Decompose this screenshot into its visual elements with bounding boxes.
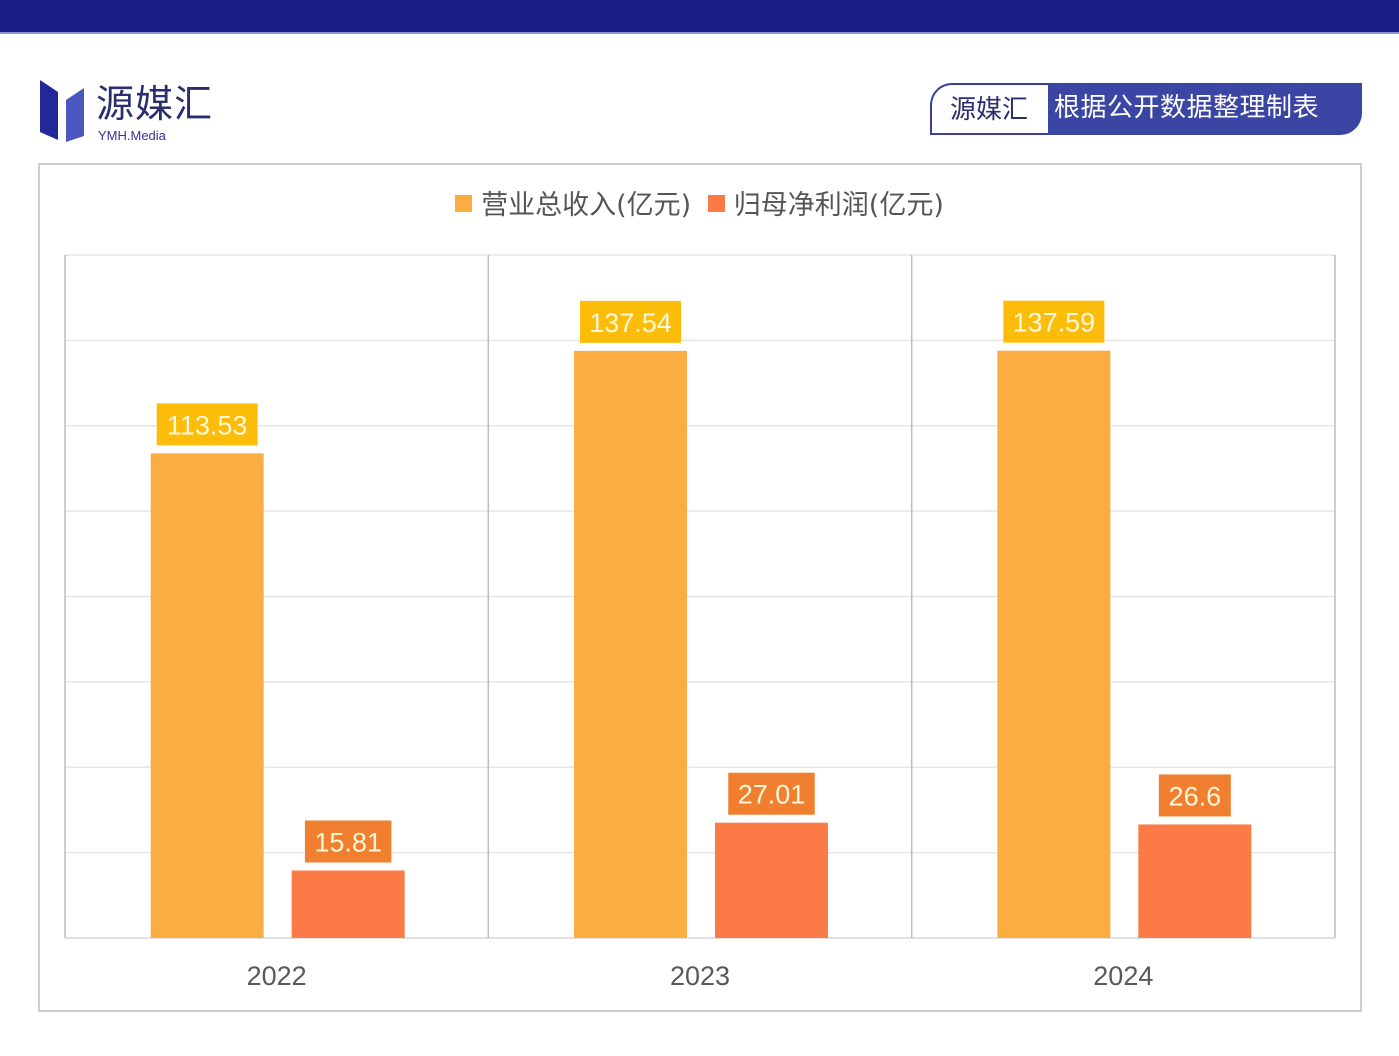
x-tick-label: 2024: [1093, 961, 1153, 991]
data-label-box: [728, 772, 815, 815]
legend-label-revenue: 营业总收入(亿元): [481, 190, 692, 221]
badge-brand-box: 源媒汇: [930, 83, 1048, 135]
bar-revenue-2024: [997, 350, 1111, 938]
data-label-box: [304, 820, 392, 863]
top-banner: [0, 0, 1399, 34]
data-label: 113.53: [167, 410, 248, 440]
legend-swatch-profit: [707, 195, 725, 212]
legend-label-profit: 归母净利润(亿元): [733, 190, 944, 221]
chart-legend: 营业总收入(亿元) 归母净利润(亿元): [0, 188, 1399, 224]
data-label: 137.59: [1013, 308, 1096, 338]
badge-note: 根据公开数据整理制表: [1054, 93, 1320, 123]
bar-profit-2023: [715, 822, 828, 938]
bar-profit-2024: [1138, 824, 1252, 938]
data-label-box: [1003, 300, 1105, 343]
source-badge: 源媒汇 根据公开数据整理制表: [930, 83, 1362, 138]
badge-note-box: 根据公开数据整理制表: [1048, 83, 1362, 135]
data-label-box: [580, 300, 681, 343]
data-label-box: [1158, 774, 1231, 817]
x-tick-label: 2023: [670, 961, 730, 991]
badge-brand: 源媒汇: [950, 95, 1029, 125]
logo-mark-icon: [40, 80, 84, 142]
data-label: 26.6: [1169, 781, 1222, 811]
data-label-box: [156, 403, 258, 446]
legend-item-revenue: 营业总收入(亿元): [455, 188, 691, 224]
bar-revenue-2023: [574, 350, 687, 939]
legend-item-profit: 归母净利润(亿元): [707, 188, 944, 224]
x-tick-label: 2022: [247, 961, 307, 991]
data-label: 15.81: [314, 828, 382, 858]
data-label: 27.01: [738, 780, 806, 810]
bar-revenue-2022: [150, 453, 264, 938]
brand-logo: 源媒汇 YMH.Media: [38, 78, 238, 148]
brand-name-cn: 源媒汇: [96, 82, 214, 126]
legend-swatch-revenue: [455, 195, 473, 212]
data-label: 137.54: [589, 308, 672, 338]
bar-profit-2022: [291, 870, 405, 938]
brand-name-en: YMH.Media: [98, 128, 166, 143]
